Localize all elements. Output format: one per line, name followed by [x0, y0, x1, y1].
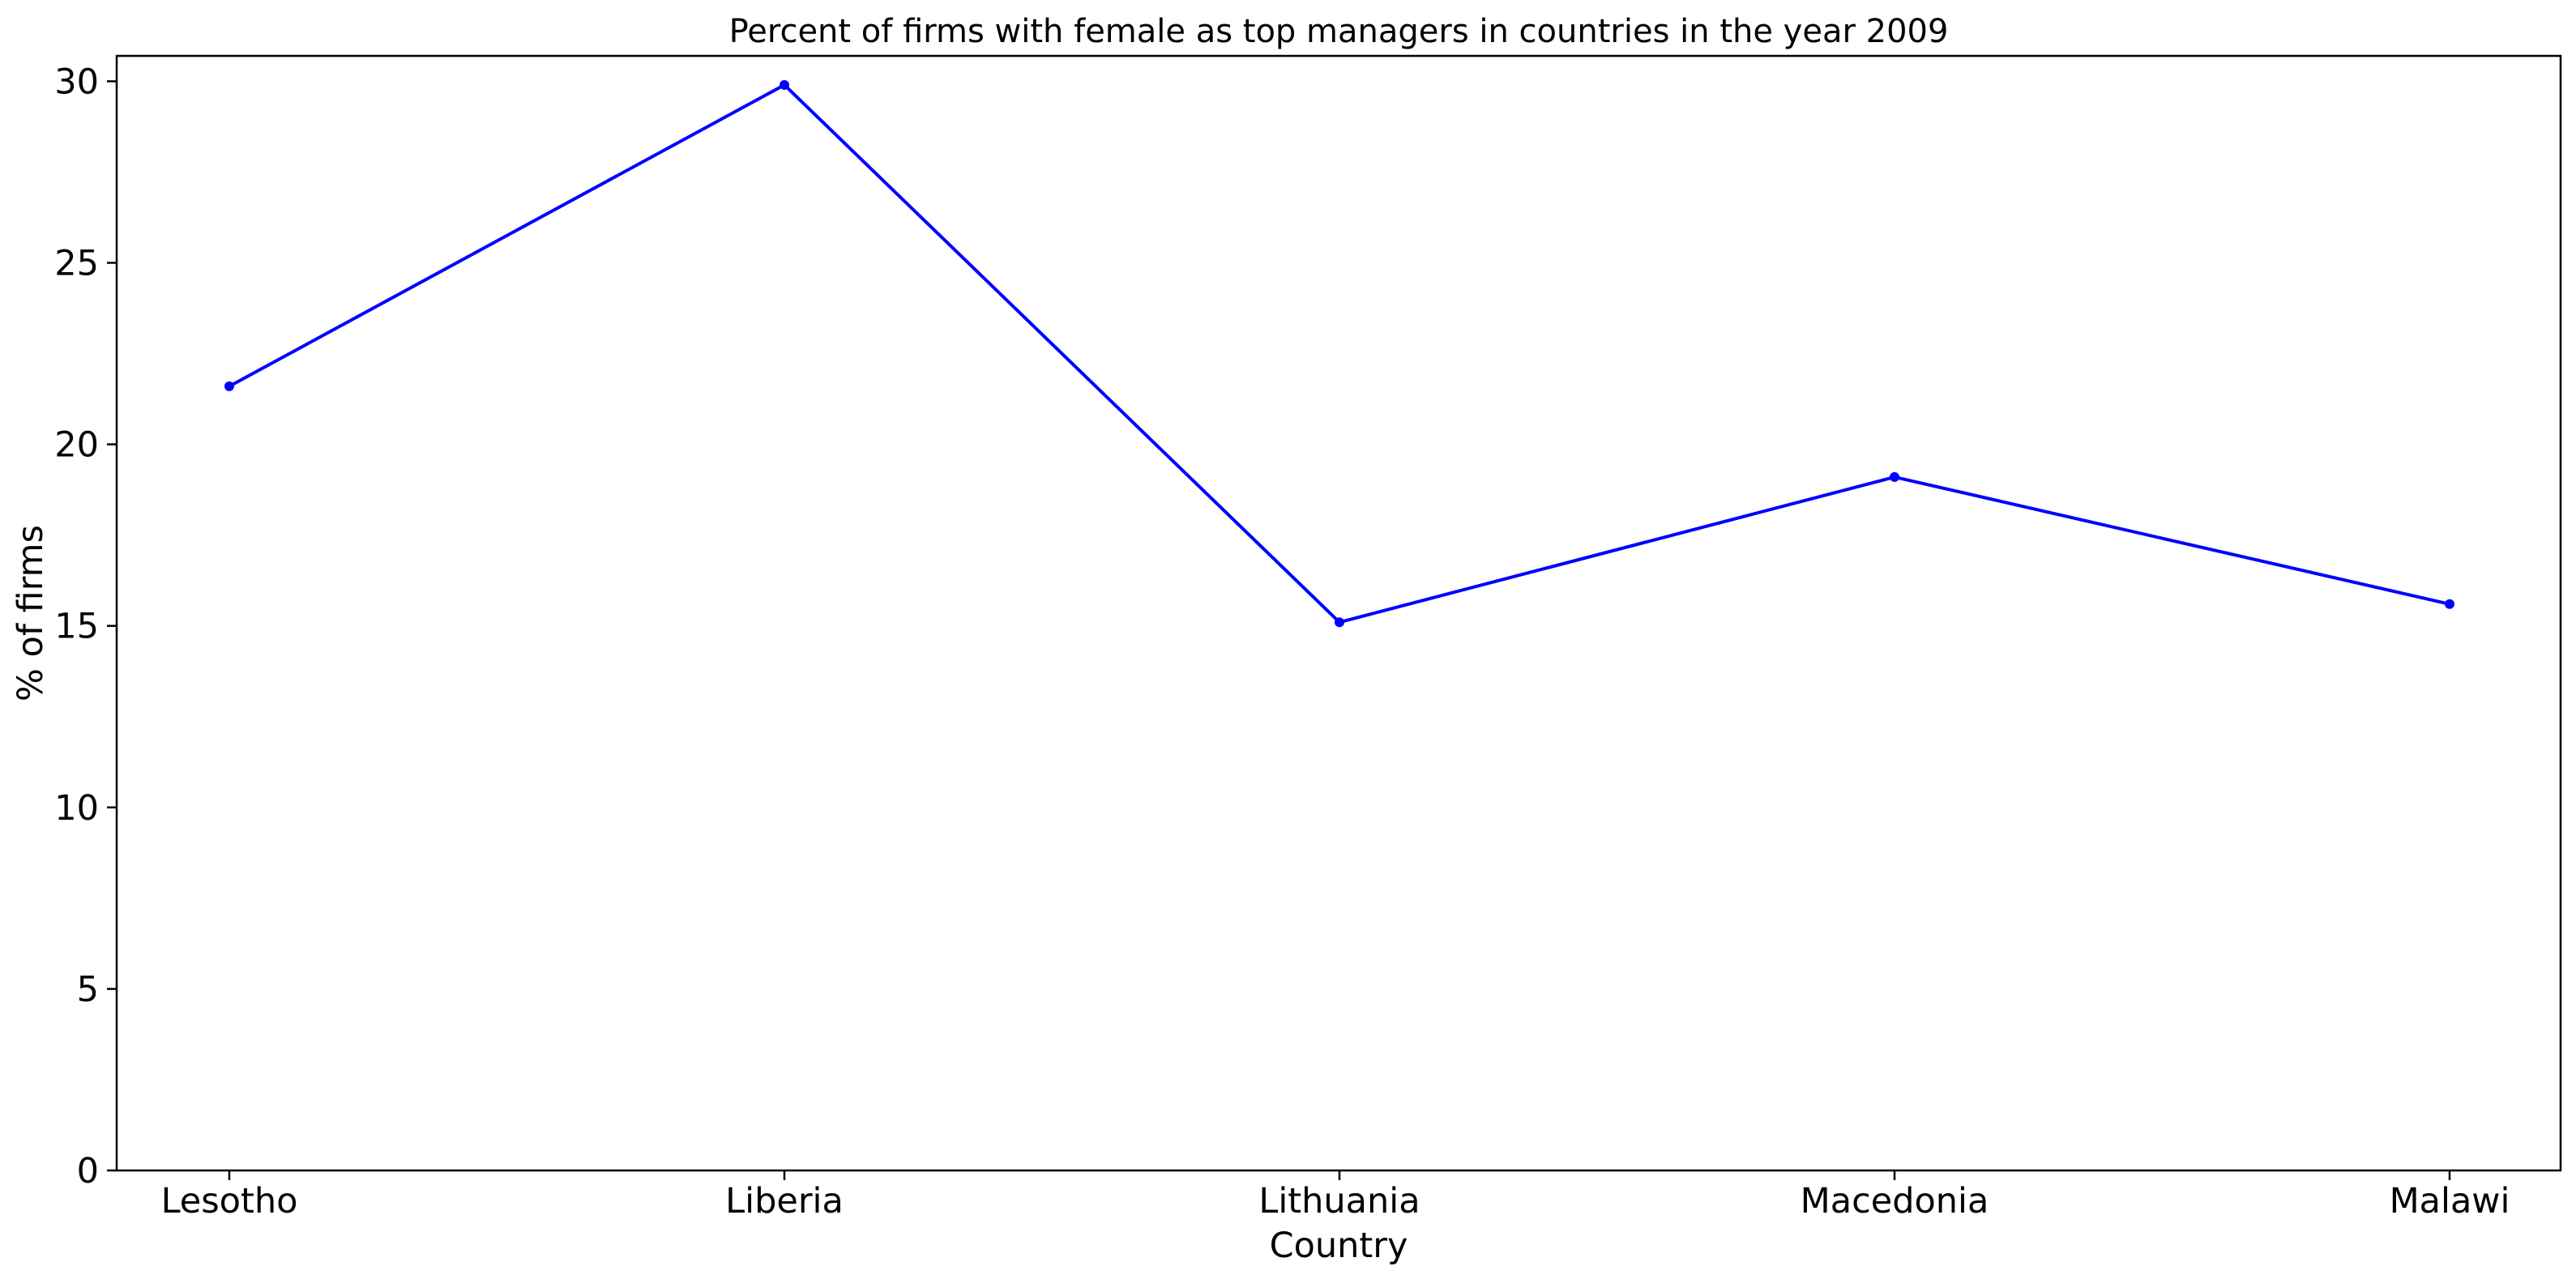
y-axis-label: % of firms	[11, 525, 51, 701]
x-tick-label: Malawi	[2390, 1181, 2510, 1221]
data-point	[2445, 599, 2454, 609]
y-tick-label: 0	[77, 1151, 99, 1192]
y-tick-label: 15	[54, 607, 99, 647]
x-tick-label: Lithuania	[1258, 1181, 1420, 1221]
y-axis: 0 5 10 15 20 25 30	[54, 62, 117, 1192]
series-line	[229, 83, 2450, 625]
y-tick-label: 10	[54, 788, 99, 829]
data-point	[1335, 617, 1344, 628]
y-tick-label: 20	[54, 425, 99, 466]
y-tick-label: 30	[54, 62, 99, 102]
y-tick-label: 25	[54, 243, 99, 284]
data-point	[1890, 471, 1899, 482]
data-point	[780, 79, 789, 90]
x-tick-label: Liberia	[725, 1181, 844, 1221]
data-point	[224, 381, 234, 391]
x-tick-label: Lesotho	[161, 1181, 298, 1221]
plot-frame	[115, 54, 2562, 1172]
series-layer	[224, 79, 2454, 628]
chart-title: Percent of firms with female as top mana…	[729, 13, 1949, 50]
x-axis: Lesotho Liberia Lithuania Macedonia Malawi	[161, 1170, 2510, 1221]
y-tick-label: 5	[77, 970, 99, 1010]
x-axis-label: Country	[1270, 1226, 1408, 1266]
x-tick-label: Macedonia	[1801, 1181, 1989, 1221]
